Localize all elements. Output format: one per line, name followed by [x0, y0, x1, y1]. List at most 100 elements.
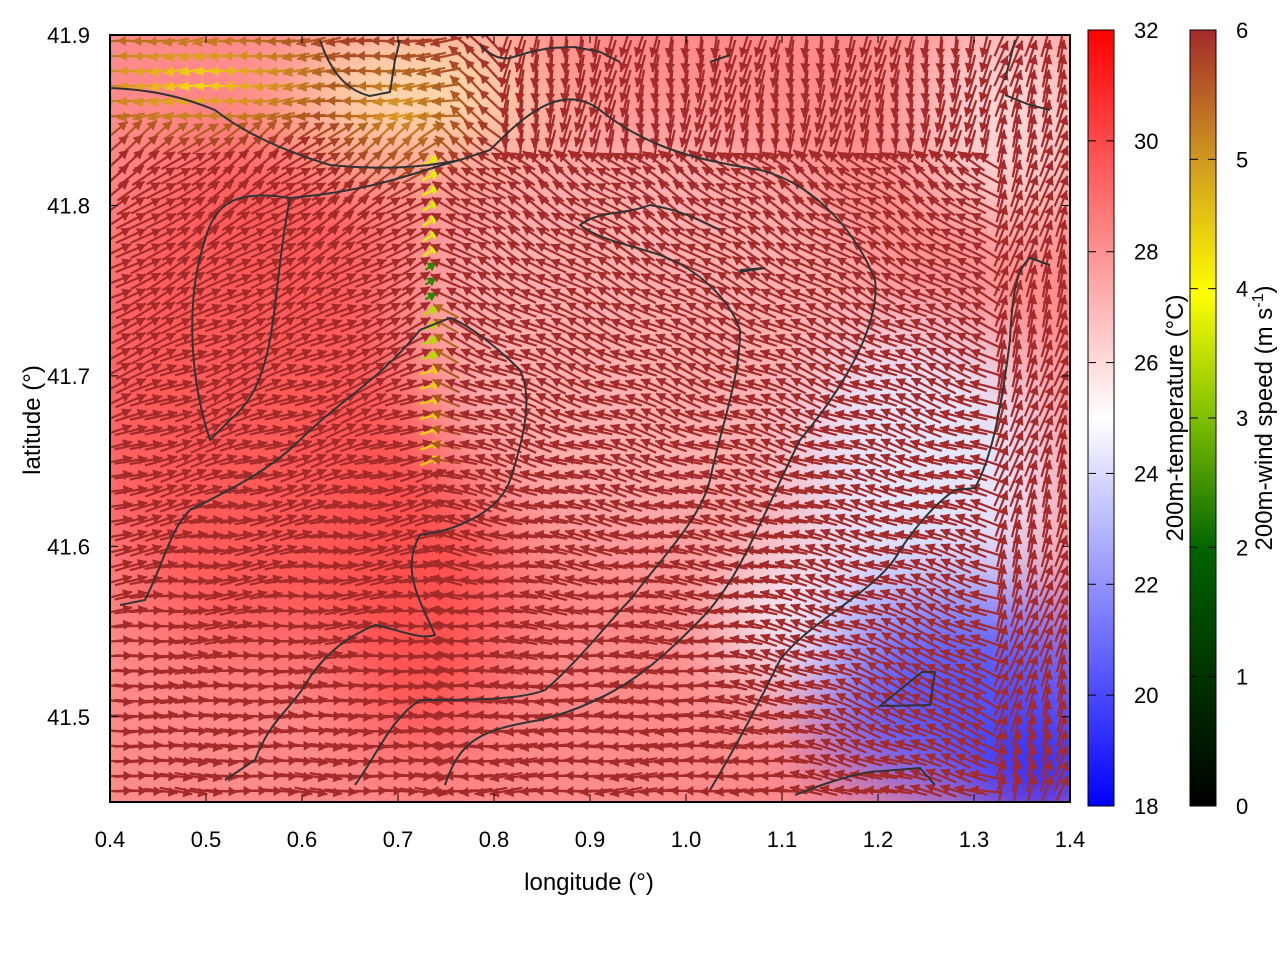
- wind-arrow: [805, 212, 837, 230]
- wind-arrow: [843, 69, 858, 103]
- wind-arrow: [700, 213, 732, 229]
- wind-arrow: [996, 174, 1008, 208]
- wind-arrow: [325, 256, 357, 276]
- wind-arrow: [281, 241, 311, 261]
- wind-arrow: [206, 241, 236, 261]
- wind-arrow: [491, 240, 521, 262]
- x-axis-label: longitude (°): [524, 869, 654, 896]
- wind-arrow: [955, 197, 987, 215]
- x-tick-label: 1.3: [959, 827, 990, 852]
- wind-arrow: [146, 286, 176, 306]
- wind-arrow: [829, 69, 842, 103]
- wind-arrow: [835, 182, 867, 200]
- wind-arrow: [1011, 114, 1023, 148]
- wind-arrow: [618, 54, 633, 88]
- wind-arrow: [971, 241, 1001, 261]
- wind-arrow: [904, 129, 915, 163]
- wind-arrow: [731, 255, 761, 277]
- wind-arrow: [325, 272, 357, 290]
- wind-arrow: [595, 167, 627, 185]
- wind-arrow: [805, 258, 837, 274]
- wind-arrow: [964, 69, 977, 103]
- wind-arrow: [370, 228, 402, 244]
- wind-arrow: [723, 84, 738, 118]
- wind-arrow: [745, 151, 777, 171]
- wind-arrow: [580, 182, 612, 200]
- wind-arrow: [927, 180, 955, 202]
- wind-arrow: [145, 212, 177, 230]
- wind-arrow: [685, 228, 717, 244]
- wind-arrow: [115, 273, 147, 289]
- wind-arrow: [431, 180, 461, 202]
- wind-arrow: [671, 211, 701, 231]
- wind-arrow: [208, 122, 234, 140]
- wind-arrow: [266, 36, 296, 47]
- wind-arrow: [160, 151, 192, 171]
- wind-arrow: [926, 195, 956, 217]
- wind-arrow: [116, 196, 146, 216]
- wind-arrow: [685, 258, 717, 274]
- wind-arrow: [753, 39, 768, 73]
- wind-arrow: [1039, 129, 1054, 163]
- wind-arrow: [149, 66, 173, 77]
- wind-arrow: [446, 166, 476, 186]
- wind-arrow: [805, 228, 837, 244]
- wind-arrow: [634, 39, 647, 73]
- wind-arrow: [970, 167, 1002, 185]
- wind-arrow: [919, 129, 932, 163]
- wind-arrow: [1010, 174, 1024, 208]
- wind-arrow: [610, 167, 642, 185]
- wind-arrow: [925, 258, 957, 274]
- wind-arrow: [791, 211, 821, 231]
- wind-arrow: [161, 226, 191, 246]
- wind-arrow: [311, 137, 341, 155]
- wind-arrow: [738, 54, 753, 88]
- wind-arrow: [460, 242, 492, 260]
- wind-arrow: [235, 258, 267, 274]
- wind-arrow: [610, 181, 642, 201]
- wind-arrow: [250, 212, 282, 230]
- wind-arrow: [445, 213, 477, 229]
- colorbar-tick-label: 2: [1236, 535, 1248, 560]
- wind-arrow: [940, 197, 972, 215]
- wind-arrow: [145, 242, 177, 260]
- wind-arrow: [836, 271, 866, 291]
- wind-arrow: [461, 256, 491, 276]
- wind-arrow: [888, 35, 900, 58]
- wind-arrow: [430, 243, 462, 259]
- wind-arrow: [596, 241, 626, 261]
- wind-arrow: [640, 256, 672, 276]
- wind-arrow: [1008, 250, 1024, 282]
- wind-arrow: [866, 181, 896, 201]
- wind-arrow: [327, 151, 355, 171]
- wind-arrow: [145, 197, 177, 215]
- wind-arrow: [164, 66, 188, 77]
- wind-arrow: [430, 228, 462, 244]
- wind-arrow: [875, 129, 886, 163]
- wind-arrow: [1041, 54, 1053, 88]
- wind-arrow: [296, 51, 326, 63]
- wind-arrow: [940, 212, 972, 230]
- wind-arrow: [479, 73, 503, 99]
- wind-arrow: [685, 243, 717, 259]
- wind-arrow: [265, 213, 297, 229]
- wind-arrow: [386, 51, 416, 62]
- wind-arrow: [881, 256, 911, 276]
- wind-arrow: [956, 166, 986, 186]
- wind-speed-colorbar-label: 200m-wind speed (m s-1): [1250, 286, 1278, 551]
- wind-arrow: [716, 241, 746, 261]
- wind-arrow: [401, 270, 431, 292]
- wind-arrow: [505, 272, 537, 290]
- wind-arrow: [415, 37, 447, 48]
- wind-arrow: [326, 241, 356, 261]
- wind-arrow: [589, 54, 602, 88]
- wind-arrow: [993, 55, 1009, 87]
- wind-arrow: [513, 35, 525, 58]
- wind-arrow: [911, 226, 941, 246]
- wind-arrow: [266, 271, 296, 291]
- wind-arrow: [701, 166, 731, 186]
- wind-arrow: [1055, 219, 1068, 253]
- wind-arrow: [700, 271, 732, 291]
- y-tick-label: 41.8: [47, 193, 90, 218]
